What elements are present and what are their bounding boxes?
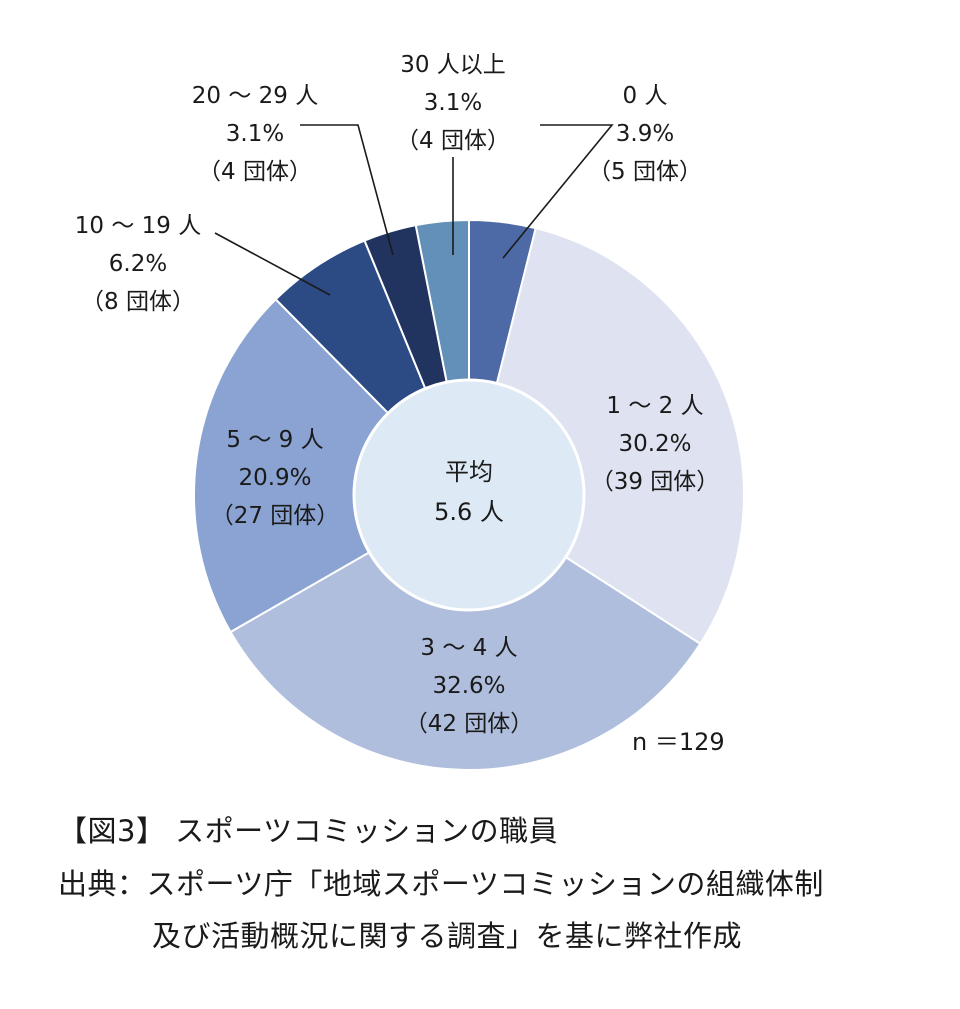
leader-line-4: [214, 232, 331, 296]
slice-label-0: 0 人: [623, 83, 668, 109]
slice-count-6: （4 団体）: [396, 128, 510, 154]
slice-label-1: 1 ～ 2 人: [606, 393, 703, 419]
slice-percent-2: 32.6%: [432, 673, 505, 699]
slice-label-4: 10 ～ 19 人: [75, 213, 201, 239]
slice-count-0: （5 団体）: [588, 159, 702, 185]
slice-count-4: （8 団体）: [81, 289, 195, 315]
slice-count-5: （4 団体）: [198, 159, 312, 185]
leader-line-0: [502, 124, 614, 259]
slice-count-2: （42 団体）: [405, 711, 534, 737]
slice-percent-1: 30.2%: [618, 431, 691, 457]
slice-percent-3: 20.9%: [238, 465, 311, 491]
donut-center: [352, 378, 586, 612]
slice-percent-4: 6.2%: [109, 251, 167, 277]
slice-percent-5: 3.1%: [226, 121, 284, 147]
center-label-title: 平均: [445, 458, 493, 486]
sample-size-label: n ＝129: [632, 728, 725, 756]
slice-count-3: （27 団体）: [211, 503, 340, 529]
slice-label-3: 5 ～ 9 人: [226, 427, 323, 453]
pie-slice-2: [229, 493, 702, 771]
leader-line-5: [300, 124, 394, 256]
donut-chart: 0 人 3.9% （5 団体） 1 ～ 2 人 30.2% （39 団体） 3 ～ 4 人 3…: [75, 52, 745, 771]
slice-count-1: （39 団体）: [591, 469, 720, 495]
source-line-1: 出典：スポーツ庁「地域スポーツコミッションの組織体制: [58, 867, 824, 901]
slice-percent-6: 3.1%: [424, 90, 482, 116]
slice-percent-0: 3.9%: [616, 121, 674, 147]
slice-label-2: 3 ～ 4 人: [420, 635, 517, 661]
source-line-2: 及び活動概況に関する調査」を基に弊社作成: [152, 919, 743, 953]
center-label-value: 5.6 人: [434, 498, 504, 526]
slice-label-5: 20 ～ 29 人: [192, 83, 318, 109]
pie-slice-1: [467, 227, 745, 646]
pie-slice-3: [193, 297, 471, 634]
figure-title: 【図3】 スポーツコミッションの職員: [58, 814, 559, 848]
slice-label-6: 30 人以上: [400, 52, 506, 78]
